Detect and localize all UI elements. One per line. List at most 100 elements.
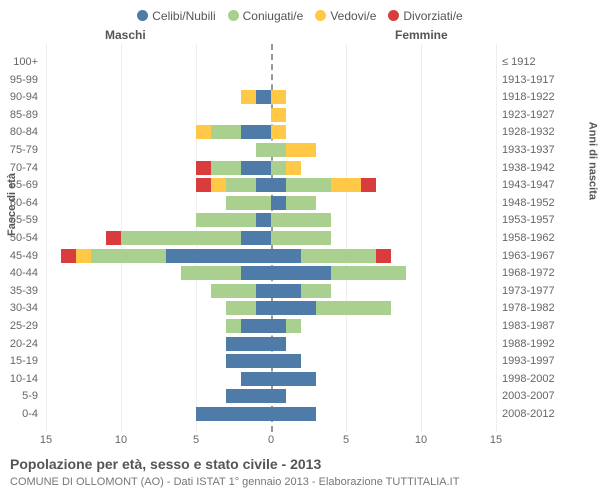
bar-female-nubili <box>271 337 286 351</box>
bar-row <box>46 161 496 175</box>
bar-female-divorziate <box>361 178 376 192</box>
legend-label: Celibi/Nubili <box>152 9 215 23</box>
age-group-label: 55-59 <box>10 214 38 226</box>
age-group-label: 85-89 <box>10 109 38 121</box>
bar-female-vedove <box>271 125 286 139</box>
bar-row <box>46 266 496 280</box>
legend-item: Vedovi/e <box>315 8 376 23</box>
age-group-label: 75-79 <box>10 144 38 156</box>
bar-male-celibi <box>196 407 271 421</box>
birth-year-label: 1913-1917 <box>502 74 555 86</box>
bar-row <box>46 178 496 192</box>
bar-male-celibi <box>241 319 271 333</box>
bar-male-coniugati <box>196 213 256 227</box>
bar-male-divorziati <box>61 249 76 263</box>
bar-row <box>46 143 496 157</box>
age-group-label: 40-44 <box>10 267 38 279</box>
bar-male-celibi <box>241 125 271 139</box>
bar-row <box>46 125 496 139</box>
bar-male-divorziati <box>106 231 121 245</box>
x-tick-label: 5 <box>343 434 349 446</box>
age-group-label: 0-4 <box>22 408 38 420</box>
legend-label: Coniugati/e <box>243 9 304 23</box>
bar-female-nubili <box>271 284 301 298</box>
bar-female-nubili <box>271 372 316 386</box>
birth-year-label: 1923-1927 <box>502 109 555 121</box>
bar-row <box>46 231 496 245</box>
x-tick-label: 15 <box>40 434 52 446</box>
birth-year-label: 1998-2002 <box>502 373 555 385</box>
bar-male-vedovi <box>241 90 256 104</box>
birth-year-label: 1978-1982 <box>502 302 555 314</box>
bar-male-coniugati <box>91 249 166 263</box>
bar-male-coniugati <box>256 143 271 157</box>
bar-male-coniugati <box>121 231 241 245</box>
bar-female-vedove <box>286 143 316 157</box>
bar-male-celibi <box>256 178 271 192</box>
bar-female-vedove <box>331 178 361 192</box>
bar-male-vedovi <box>196 125 211 139</box>
legend-dot-icon <box>228 10 239 21</box>
age-group-label: 80-84 <box>10 126 38 138</box>
birth-year-label: 1988-1992 <box>502 338 555 350</box>
bar-female-coniugate <box>271 161 286 175</box>
bar-male-coniugati <box>226 301 256 315</box>
bar-male-coniugati <box>226 178 256 192</box>
bar-female-nubili <box>271 354 301 368</box>
bar-male-coniugati <box>226 196 271 210</box>
birth-year-label: 1943-1947 <box>502 179 555 191</box>
bar-male-vedovi <box>211 178 226 192</box>
bar-female-nubili <box>271 266 331 280</box>
legend-dot-icon <box>388 10 399 21</box>
bar-female-coniugate <box>286 196 316 210</box>
bar-row <box>46 196 496 210</box>
birth-year-label: 1958-1962 <box>502 232 555 244</box>
x-axis-labels: 15105051015 <box>46 434 496 450</box>
age-group-label: 100+ <box>13 56 38 68</box>
legend-label: Vedovi/e <box>330 9 376 23</box>
birth-year-label: 1938-1942 <box>502 162 555 174</box>
birth-year-label: 1993-1997 <box>502 355 555 367</box>
bar-row <box>46 108 496 122</box>
bar-female-coniugate <box>271 213 331 227</box>
bar-male-celibi <box>256 301 271 315</box>
bar-male-coniugati <box>211 161 241 175</box>
bar-male-celibi <box>241 372 271 386</box>
bar-female-divorziate <box>376 249 391 263</box>
age-group-label: 30-34 <box>10 302 38 314</box>
bar-female-coniugate <box>316 301 391 315</box>
bar-row <box>46 337 496 351</box>
bar-row <box>46 73 496 87</box>
x-tick-label: 10 <box>415 434 427 446</box>
legend-dot-icon <box>137 10 148 21</box>
plot-area <box>46 44 496 432</box>
female-label: Femmine <box>395 28 448 42</box>
male-label: Maschi <box>105 28 146 42</box>
bar-male-celibi <box>226 354 271 368</box>
bar-row <box>46 354 496 368</box>
age-group-label: 25-29 <box>10 320 38 332</box>
bar-row <box>46 407 496 421</box>
bar-female-vedove <box>286 161 301 175</box>
bar-male-celibi <box>256 284 271 298</box>
bar-row <box>46 90 496 104</box>
birth-year-label: 1963-1967 <box>502 250 555 262</box>
bar-row <box>46 301 496 315</box>
bar-female-nubili <box>271 301 316 315</box>
bar-male-coniugati <box>211 284 256 298</box>
bar-row <box>46 284 496 298</box>
x-tick-label: 5 <box>193 434 199 446</box>
bar-male-divorziati <box>196 178 211 192</box>
birth-year-label: 1948-1952 <box>502 197 555 209</box>
bar-female-nubili <box>271 407 316 421</box>
birth-year-label: 1953-1957 <box>502 214 555 226</box>
bar-row <box>46 319 496 333</box>
bar-male-celibi <box>241 231 271 245</box>
age-group-label: 60-64 <box>10 197 38 209</box>
bar-male-celibi <box>256 90 271 104</box>
chart-subtitle: COMUNE DI OLLOMONT (AO) - Dati ISTAT 1° … <box>10 476 459 488</box>
bar-female-coniugate <box>271 231 331 245</box>
bar-female-coniugate <box>331 266 406 280</box>
birth-year-label: 1983-1987 <box>502 320 555 332</box>
x-tick-label: 10 <box>115 434 127 446</box>
